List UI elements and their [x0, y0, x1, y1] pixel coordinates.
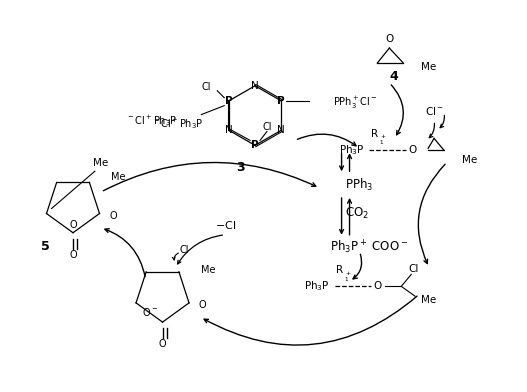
Text: 3: 3: [236, 161, 245, 174]
Text: Me: Me: [201, 265, 216, 275]
Text: P: P: [226, 96, 233, 106]
Text: Cl: Cl: [179, 245, 189, 255]
Text: CO$_2$: CO$_2$: [345, 206, 368, 221]
Text: O: O: [69, 220, 77, 230]
Text: $-$Cl: $-$Cl: [214, 219, 236, 231]
Text: PPh$_3$: PPh$_3$: [345, 177, 373, 193]
Text: Ph$_3$P$^+$ COO$^-$: Ph$_3$P$^+$ COO$^-$: [330, 239, 408, 256]
Text: P: P: [251, 140, 259, 151]
Text: $^-$Cl$^+$Ph$_3$P: $^-$Cl$^+$Ph$_3$P: [152, 116, 203, 131]
Text: Me: Me: [111, 172, 126, 183]
Text: O: O: [69, 250, 77, 260]
Text: $^-$Cl$^+$Ph$_3$P: $^-$Cl$^+$Ph$_3$P: [126, 113, 178, 128]
Text: $_1^+$: $_1^+$: [378, 133, 386, 147]
Text: PPh$_3^+$Cl$^-$: PPh$_3^+$Cl$^-$: [333, 94, 377, 111]
Text: O: O: [385, 34, 394, 44]
Text: R: R: [336, 265, 343, 276]
Text: $_1^+$: $_1^+$: [344, 269, 352, 283]
Text: Me: Me: [421, 62, 436, 72]
Text: Cl$^-$: Cl$^-$: [425, 105, 444, 116]
Text: O$^-$: O$^-$: [142, 306, 159, 318]
Text: O: O: [199, 300, 207, 310]
Text: O: O: [408, 145, 416, 155]
Text: Cl: Cl: [262, 122, 272, 132]
Text: 5: 5: [41, 240, 50, 253]
Text: O: O: [159, 339, 167, 349]
Text: Me: Me: [421, 295, 436, 305]
Text: O: O: [373, 281, 382, 291]
Text: Ph$_3$P: Ph$_3$P: [304, 279, 330, 293]
Text: Cl: Cl: [408, 265, 418, 274]
Text: N: N: [251, 81, 259, 91]
Text: Me: Me: [462, 155, 477, 165]
Text: P: P: [277, 96, 285, 106]
Text: Me: Me: [93, 158, 109, 168]
Text: N: N: [226, 125, 233, 136]
Text: 4: 4: [390, 70, 399, 83]
Text: R: R: [371, 129, 378, 140]
Text: N: N: [277, 125, 285, 136]
Text: Ph$_3$P: Ph$_3$P: [339, 143, 365, 157]
Text: Cl: Cl: [202, 82, 211, 92]
Text: O: O: [110, 211, 117, 221]
